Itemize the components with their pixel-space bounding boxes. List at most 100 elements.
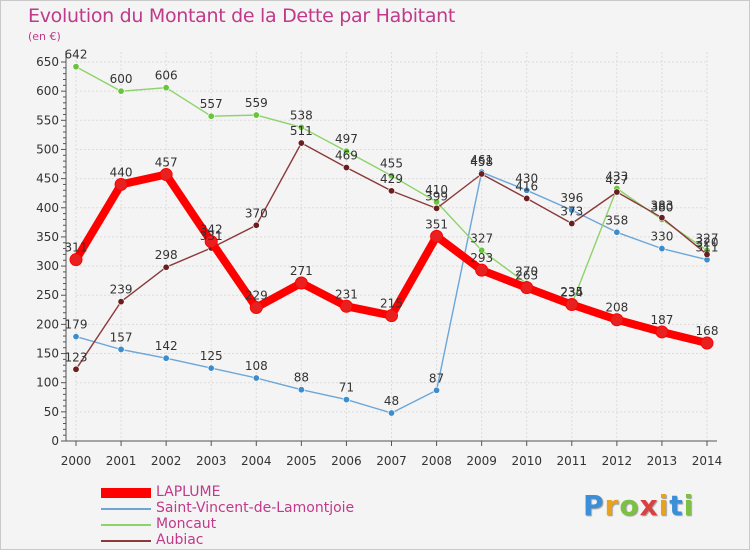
series-3-point [568,220,576,228]
series-3-point [342,164,350,172]
series-1-point [568,206,576,214]
series-3-data-label: 298 [155,248,178,262]
series-1-point [72,333,80,341]
series-1-point [297,386,305,394]
logo-letter: i [683,489,695,522]
x-tick-label: 2004 [241,454,272,468]
y-tick-label: 350 [36,230,59,244]
series-1-point [613,228,621,236]
series-3-data-label: 239 [110,283,133,297]
series-3-data-label: 399 [425,189,448,203]
series-0-data-label: 293 [470,251,493,265]
series-3-data-label: 331 [200,229,223,243]
y-tick-label: 450 [36,172,59,186]
x-tick-label: 2006 [331,454,362,468]
series-0-point [69,253,83,267]
series-3-point [478,170,486,178]
x-tick-label: 2008 [421,454,452,468]
series-0-point [204,235,218,249]
series-2-point [252,111,260,119]
series-3-data-label: 320 [696,235,719,249]
y-tick-label: 550 [36,113,59,127]
series-0-point [700,336,714,350]
x-tick-label: 2007 [376,454,407,468]
series-3-point [658,214,666,222]
legend-label: Moncaut [156,516,217,532]
logo-letter: o [619,489,640,522]
series-2-point [72,63,80,71]
x-tick-label: 2010 [511,454,542,468]
series-0-point [159,168,173,182]
series-3-data-label: 383 [650,199,673,213]
series-1-point [117,345,125,353]
series-0-data-label: 234 [560,286,583,300]
series-2-data-label: 538 [290,108,313,122]
logo-letter: r [604,489,620,522]
series-3-point [72,365,80,373]
series-3-data-label: 429 [380,172,403,186]
series-2-data-label: 433 [605,170,628,184]
series-1-data-label: 157 [110,330,133,344]
x-tick-label: 2014 [692,454,723,468]
series-1-data-label: 125 [200,349,223,363]
series-2-data-label: 455 [380,157,403,171]
series-2-data-label: 559 [245,96,268,110]
series-1-data-label: 88 [294,371,309,385]
y-tick-label: 650 [36,55,59,69]
series-1-point [207,364,215,372]
series-0-point [430,229,444,243]
series-3-data-label: 458 [470,155,493,169]
series-3-data-label: 370 [245,206,268,220]
series-2-data-label: 327 [696,231,719,245]
y-tick-label: 150 [36,347,59,361]
x-tick-label: 2002 [151,454,182,468]
x-tick-label: 2013 [647,454,678,468]
series-1-point [523,186,531,194]
x-tick-label: 2012 [602,454,633,468]
series-2-data-label: 327 [470,231,493,245]
y-unit-label: (en €) [28,30,61,43]
legend-swatch [101,540,151,542]
series-0-data-label: 187 [650,313,673,327]
series-3-point [117,298,125,306]
y-tick-label: 500 [36,142,59,156]
series-3-data-label: 373 [560,205,583,219]
series-2-data-label: 600 [110,72,133,86]
series-2-point [387,172,395,180]
series-2-data-label: 235 [560,285,583,299]
series-0-data-label: 231 [335,287,358,301]
x-tick-label: 2009 [466,454,497,468]
series-0-point [475,263,489,277]
series-0-point [520,281,534,295]
proxiti-logo: Proxiti [583,489,694,522]
series-0-data-label: 229 [245,288,268,302]
series-0-point [385,309,398,323]
series-2-data-label: 642 [65,48,88,62]
series-2-data-label: 557 [200,97,223,111]
series-0-data-label: 215 [380,297,403,311]
series-1-point [433,386,441,394]
series-2-data-label: 270 [515,265,538,279]
series-0-data-label: 208 [605,301,628,315]
series-1-data-label: 461 [470,153,493,167]
x-tick-label: 2005 [286,454,317,468]
series-0-point [294,276,308,290]
series-1-point [252,374,260,382]
y-tick-label: 200 [36,317,59,331]
series-2-data-label: 410 [425,183,448,197]
series-2-data-label: 606 [155,69,178,83]
series-1-point [342,396,350,404]
series-2-point [117,87,125,95]
series-1-data-label: 330 [650,230,673,244]
legend-swatch [101,488,151,498]
x-tick-label: 2001 [106,454,137,468]
series-1-data-label: 48 [384,394,399,408]
x-tick-label: 2000 [61,454,92,468]
series-1-data-label: 358 [605,213,628,227]
series-0-data-label: 271 [290,264,313,278]
series-2-data-label: 497 [335,132,358,146]
series-0-data-label: 168 [696,324,719,338]
series-1-point [162,354,170,362]
